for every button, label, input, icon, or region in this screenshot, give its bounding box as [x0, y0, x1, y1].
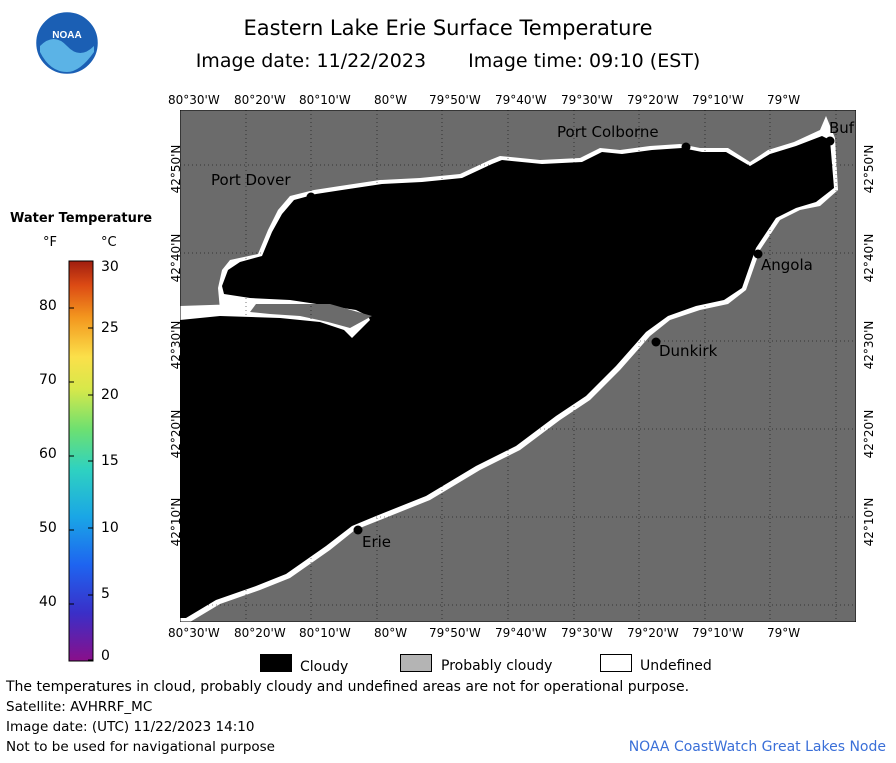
legend-label-undefined: Undefined: [640, 658, 712, 674]
lon-label-top: 79°W: [767, 93, 801, 107]
label-port-dover: Port Dover: [211, 171, 291, 189]
disclaimer: The temperatures in cloud, probably clou…: [6, 679, 690, 695]
city-markers: [306, 136, 835, 535]
colorbar-f-label: 80: [39, 298, 57, 314]
label-erie: Erie: [362, 533, 392, 551]
angola-marker: [753, 249, 763, 259]
colorbar-c-label: 30: [101, 259, 119, 275]
legend-label-cloudy: Cloudy: [300, 659, 349, 675]
lat-label-right: 42°10'N: [862, 497, 876, 547]
lon-label-top: 79°10'W: [692, 93, 744, 107]
lat-label-right: 42°30'N: [862, 320, 876, 370]
lon-label-top: 79°20'W: [627, 93, 679, 107]
colorbar-f-label: 60: [39, 446, 57, 462]
image-date: Image date: 11/22/2023: [195, 50, 427, 72]
lake-map: [180, 110, 856, 622]
lon-label-top: 80°W: [374, 93, 408, 107]
erie-marker: [353, 525, 363, 535]
image-date-time: Image date: 11/22/2023 Image time: 09:10…: [0, 50, 896, 72]
lon-label-bottom: 79°50'W: [429, 626, 481, 640]
lat-label-right: 42°40'N: [862, 233, 876, 283]
colorbar-c-label: 20: [101, 387, 119, 403]
label-dunkirk: Dunkirk: [659, 342, 718, 360]
lon-label-bottom: 80°W: [374, 626, 408, 640]
cloud-area: [180, 136, 834, 618]
lon-label-top: 79°30'W: [561, 93, 613, 107]
legend-swatch-cloudy: [260, 654, 292, 672]
colorbar-c-label: 0: [101, 648, 110, 664]
port-dover-marker: [306, 192, 316, 202]
utc-image-date: Image date: (UTC) 11/22/2023 14:10: [6, 719, 255, 735]
lat-label-right: 42°20'N: [862, 409, 876, 459]
buffalo-marker: [825, 136, 835, 146]
lon-label-top: 79°40'W: [495, 93, 547, 107]
port-colborne-marker: [681, 142, 691, 152]
dunkirk-marker: [651, 337, 661, 347]
colorbar-f-label: 50: [39, 520, 57, 536]
colorbar: [68, 260, 94, 662]
label-port-colborne: Port Colborne: [557, 123, 659, 141]
colorbar-title: Water Temperature: [10, 211, 153, 226]
lat-lon-grid: [180, 110, 856, 622]
colorbar-unit-f: °F: [43, 235, 57, 250]
legend-label-probably-cloudy: Probably cloudy: [441, 658, 553, 674]
noaa-logo: NOAA: [36, 12, 98, 74]
lon-label-bottom: 80°30'W: [168, 626, 220, 640]
legend-swatch-undefined: [600, 654, 632, 672]
page-title: Eastern Lake Erie Surface Temperature: [243, 16, 653, 40]
colorbar-c-label: 10: [101, 520, 119, 536]
lon-label-bottom: 79°30'W: [561, 626, 613, 640]
long-point-land: [250, 304, 372, 328]
lon-label-top: 80°10'W: [299, 93, 351, 107]
colorbar-c-label: 5: [101, 586, 110, 602]
noaa-logo-text: NOAA: [52, 30, 81, 41]
image-time: Image time: 09:10 (EST): [468, 50, 701, 72]
label-angola: Angola: [761, 256, 813, 274]
lon-label-bottom: 80°10'W: [299, 626, 351, 640]
lon-label-top: 79°50'W: [429, 93, 481, 107]
legend-swatch-probably-cloudy: [400, 654, 432, 672]
lon-label-bottom: 80°20'W: [234, 626, 286, 640]
colorbar-f-label: 40: [39, 594, 57, 610]
lon-label-top: 80°30'W: [168, 93, 220, 107]
colorbar-c-label: 15: [101, 453, 119, 469]
lon-label-bottom: 79°20'W: [627, 626, 679, 640]
lon-label-top: 80°20'W: [234, 93, 286, 107]
lon-label-bottom: 79°40'W: [495, 626, 547, 640]
navigation-warning: Not to be used for navigational purpose: [6, 739, 275, 755]
coastwatch-node: NOAA CoastWatch Great Lakes Node: [628, 739, 886, 755]
satellite-info: Satellite: AVHRRF_MC: [6, 699, 153, 715]
colorbar-f-label: 70: [39, 372, 57, 388]
lon-label-bottom: 79°10'W: [692, 626, 744, 640]
colorbar-unit-c: °C: [101, 235, 117, 250]
lat-label-right: 42°50'N: [862, 144, 876, 194]
label-buffalo: Buf: [829, 119, 855, 137]
lon-label-bottom: 79°W: [767, 626, 801, 640]
colorbar-c-label: 25: [101, 320, 119, 336]
